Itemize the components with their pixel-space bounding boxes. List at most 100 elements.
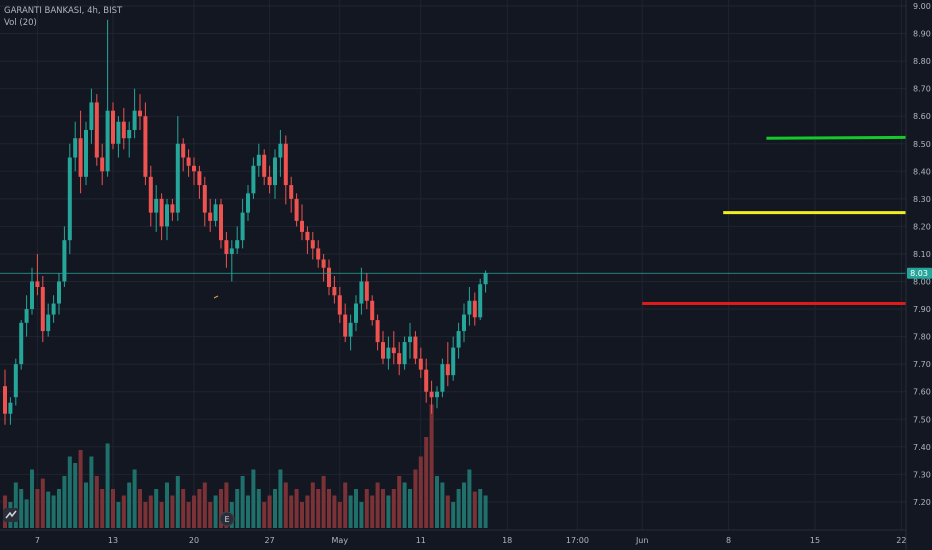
- volume-bar: [370, 495, 375, 528]
- volume-bar: [435, 476, 439, 528]
- time-tick-label: 22: [896, 536, 906, 545]
- candle-body: [229, 248, 234, 254]
- candle-body: [175, 143, 180, 213]
- candle-body: [165, 204, 169, 227]
- volume-bar: [294, 489, 299, 528]
- price-tick-label: 7.80: [913, 333, 931, 342]
- candle-body: [483, 273, 488, 285]
- price-tick-label: 8.40: [913, 167, 931, 176]
- volume-bar: [300, 502, 304, 528]
- volume-bar: [100, 489, 105, 528]
- volume-bar: [375, 482, 380, 528]
- candle-body: [381, 342, 385, 359]
- candle-body: [202, 185, 207, 213]
- volume-bar: [467, 469, 472, 528]
- volume-bar: [116, 502, 121, 528]
- volume-bar: [159, 502, 164, 528]
- volume-bar: [154, 489, 159, 528]
- candle-body: [186, 157, 191, 166]
- volume-bar: [51, 495, 56, 528]
- price-tick-label: 7.60: [913, 388, 931, 397]
- volume-bar: [445, 495, 450, 528]
- marker-stroke: [213, 295, 219, 299]
- tradingview-logo-icon[interactable]: [3, 508, 19, 522]
- volume-bar: [62, 476, 67, 528]
- volume-bar: [105, 443, 110, 528]
- volume-bar: [273, 489, 277, 528]
- candle-body: [111, 110, 115, 144]
- volume-bar: [57, 489, 61, 528]
- candle-body: [30, 281, 34, 310]
- volume-bar: [343, 482, 348, 528]
- candle-body: [62, 240, 67, 282]
- volume-bar: [186, 502, 191, 528]
- volume-bar: [316, 489, 321, 528]
- candle-body: [235, 240, 240, 249]
- volume-bar: [235, 489, 240, 528]
- candle-body: [148, 176, 153, 213]
- volume-bar: [472, 491, 477, 528]
- price-tick-label: 7.90: [913, 305, 931, 314]
- volume-bar: [111, 489, 115, 528]
- volume-bar: [397, 476, 402, 528]
- candle-body: [197, 171, 202, 186]
- candle-body: [354, 303, 358, 323]
- candle-body: [386, 347, 391, 359]
- candle-body: [343, 314, 348, 337]
- candle-body: [94, 102, 99, 158]
- volume-bar: [337, 502, 342, 528]
- volume-bar: [424, 437, 429, 528]
- price-tick-label: 8.20: [913, 222, 931, 231]
- volume-bar: [462, 482, 466, 528]
- horizontal-level-line[interactable]: [766, 135, 932, 140]
- candle-body: [294, 198, 299, 221]
- candle-body: [121, 121, 126, 139]
- time-tick-label: 15: [810, 536, 820, 545]
- last-price-label: 8.03: [910, 269, 928, 278]
- candle-body: [440, 364, 445, 392]
- candle-body: [300, 220, 304, 232]
- candles: [3, 19, 488, 425]
- price-tick-label: 8.60: [913, 112, 931, 121]
- candle-body: [375, 320, 380, 343]
- candle-body: [213, 204, 218, 221]
- volume-bar: [202, 482, 207, 528]
- time-tick-label: 13: [108, 536, 118, 545]
- volume-bar: [40, 478, 45, 528]
- volume-bar: [429, 404, 434, 528]
- candle-body: [289, 185, 294, 199]
- candle-body: [278, 143, 283, 158]
- candle-body: [138, 110, 142, 117]
- volume-bar: [364, 489, 369, 528]
- price-tick-label: 8.90: [913, 30, 931, 39]
- candle-body: [348, 322, 353, 337]
- price-tick-label: 7.50: [913, 415, 931, 424]
- volume-bar: [413, 469, 418, 528]
- price-tick-label: 8.00: [913, 278, 931, 287]
- volume-bar: [148, 495, 153, 528]
- candle-body: [208, 212, 213, 221]
- candle-body: [370, 300, 375, 321]
- volume-bar: [283, 482, 288, 528]
- candle-body: [456, 331, 461, 348]
- candle-body: [100, 157, 105, 172]
- price-axis-labels: 9.00 8.90 8.80 8.70 8.60 8.50 8.40 8.30 8.20 8.10…: [913, 2, 931, 507]
- earnings-event-icon[interactable]: E: [219, 511, 235, 527]
- volume-bar: [348, 495, 353, 528]
- candle-body: [327, 267, 331, 288]
- volume-bar: [175, 476, 180, 528]
- volume-bar: [121, 495, 126, 528]
- last-price-badge: [907, 267, 932, 279]
- volume-bar: [478, 489, 483, 528]
- candle-body: [3, 386, 7, 414]
- candle-body: [46, 314, 51, 332]
- candle-body: [13, 364, 18, 398]
- symbol-title: GARANTI BANKASI, 4h, BIST: [4, 6, 123, 16]
- candle-body: [251, 165, 256, 194]
- candle-body: [35, 281, 40, 288]
- time-tick-label: 8: [726, 536, 731, 545]
- time-tick-label: 7: [35, 536, 40, 545]
